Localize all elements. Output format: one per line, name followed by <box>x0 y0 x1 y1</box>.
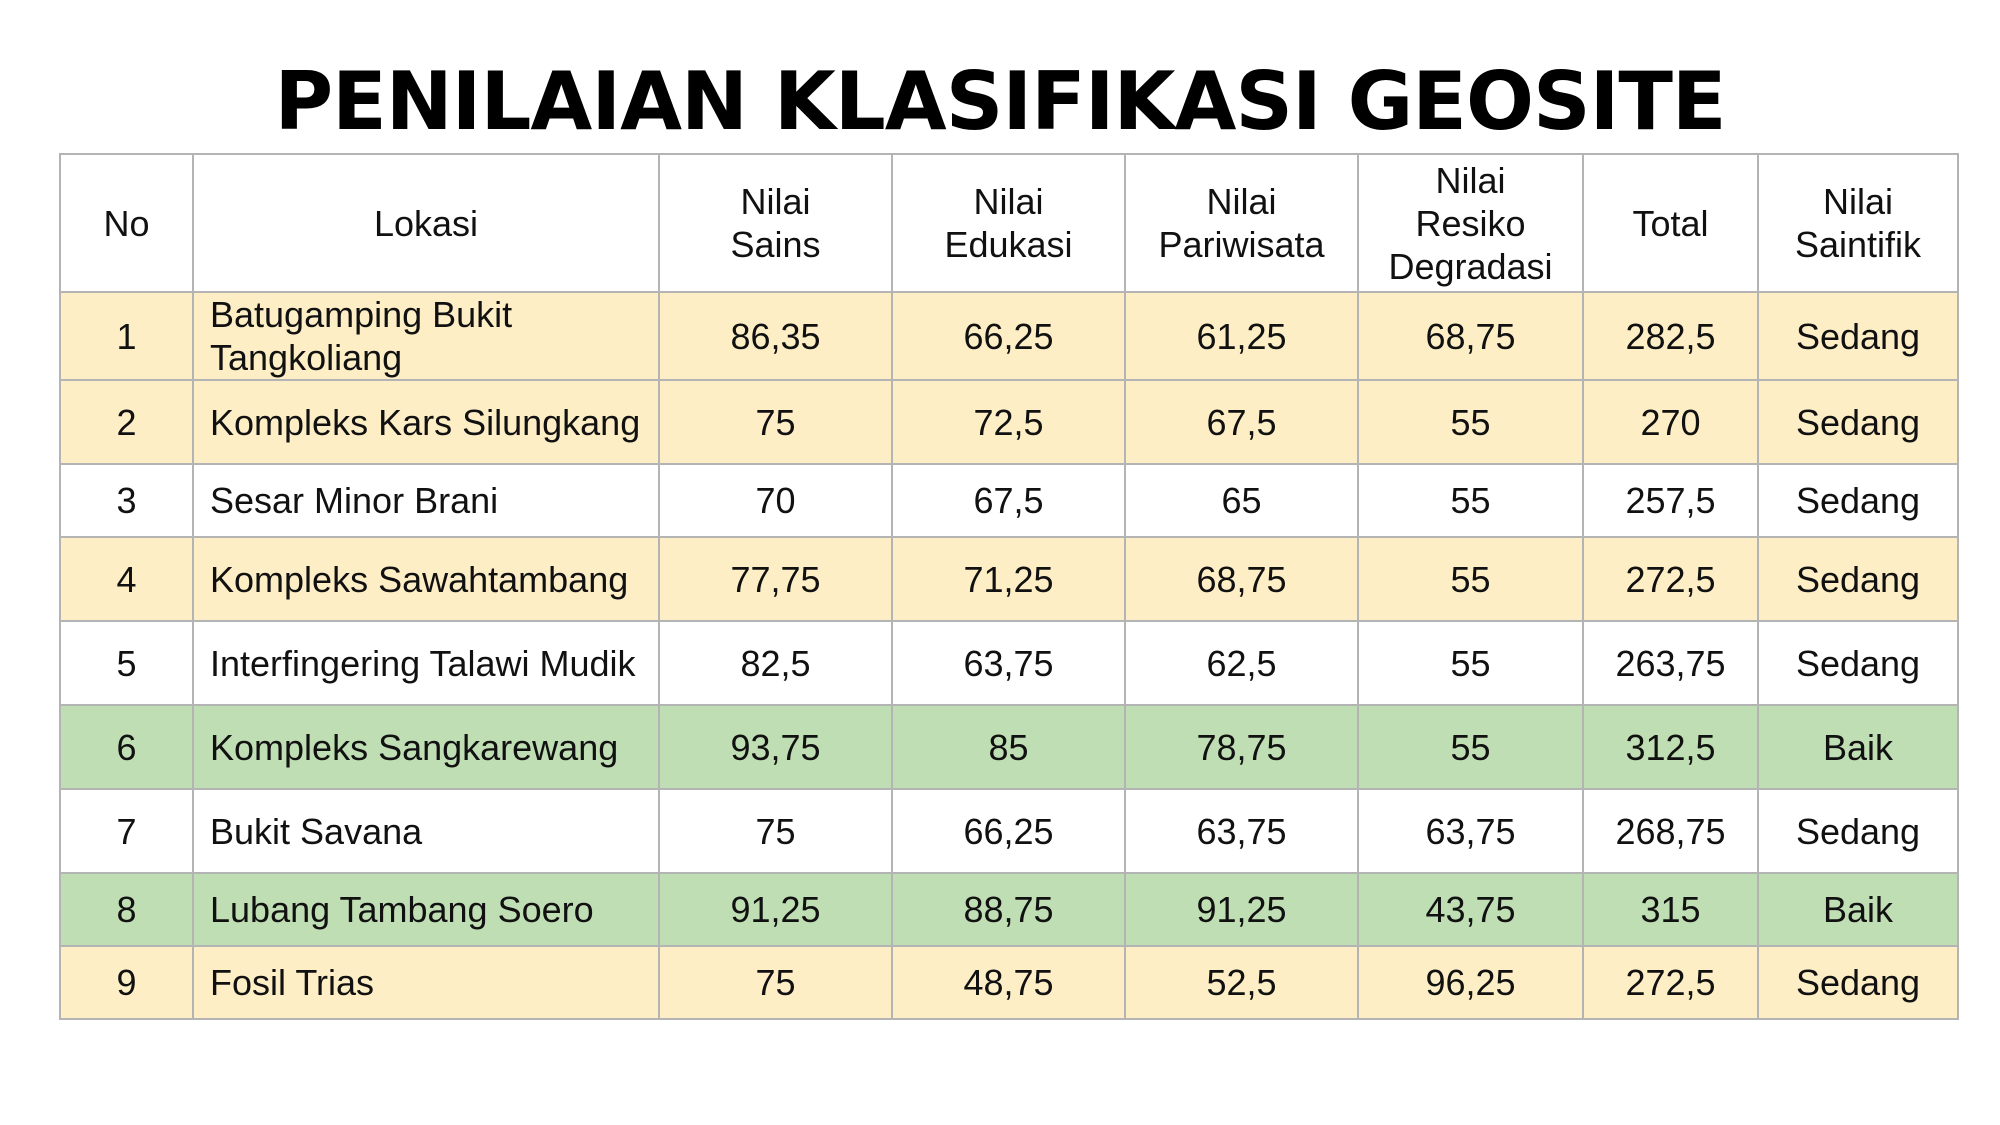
cell-total: 282,5 <box>1582 291 1759 381</box>
cell-total: 270 <box>1582 379 1759 465</box>
cell-nilai-sains: 70 <box>658 463 893 538</box>
cell-total: 272,5 <box>1582 945 1759 1020</box>
cell-nilai-pariwisata: 65 <box>1124 463 1359 538</box>
cell-nilai-pariwisata: 78,75 <box>1124 704 1359 790</box>
cell-no: 9 <box>59 945 194 1020</box>
table-body: 1 Batugamping Bukit Tangkoliang 86,35 66,25… <box>59 291 1959 1020</box>
cell-lokasi: Kompleks Sangkarewang <box>192 704 660 790</box>
header-no: No <box>59 153 194 293</box>
cell-nilai-edukasi: 67,5 <box>891 463 1126 538</box>
header-nilai-sains: Nilai Sains <box>658 153 893 293</box>
cell-nilai-saintifik: Sedang <box>1757 788 1959 874</box>
cell-nilai-edukasi: 66,25 <box>891 291 1126 381</box>
table-row: 3 Sesar Minor Brani 70 67,5 65 55 257,5 Sedang <box>59 463 1959 538</box>
cell-lokasi: Interfingering Talawi Mudik <box>192 620 660 706</box>
cell-nilai-sains: 91,25 <box>658 872 893 947</box>
cell-total: 263,75 <box>1582 620 1759 706</box>
table-header-row: No Lokasi Nilai Sains Nilai Edukasi Nilai P… <box>59 153 1959 293</box>
cell-total: 268,75 <box>1582 788 1759 874</box>
cell-nilai-resiko-degradasi: 55 <box>1357 379 1584 465</box>
cell-nilai-saintifik: Sedang <box>1757 291 1959 381</box>
cell-total: 312,5 <box>1582 704 1759 790</box>
cell-nilai-resiko-degradasi: 43,75 <box>1357 872 1584 947</box>
cell-lokasi: Kompleks Kars Silungkang <box>192 379 660 465</box>
cell-nilai-saintifik: Sedang <box>1757 463 1959 538</box>
cell-no: 2 <box>59 379 194 465</box>
cell-nilai-sains: 75 <box>658 379 893 465</box>
cell-nilai-pariwisata: 67,5 <box>1124 379 1359 465</box>
cell-nilai-edukasi: 88,75 <box>891 872 1126 947</box>
header-total: Total <box>1582 153 1759 293</box>
cell-no: 4 <box>59 536 194 622</box>
table-row: 1 Batugamping Bukit Tangkoliang 86,35 66,25… <box>59 291 1959 381</box>
cell-nilai-sains: 75 <box>658 788 893 874</box>
cell-lokasi: Fosil Trias <box>192 945 660 1020</box>
cell-total: 272,5 <box>1582 536 1759 622</box>
cell-nilai-sains: 86,35 <box>658 291 893 381</box>
table-row: 8 Lubang Tambang Soero 91,25 88,75 91,25 43,7… <box>59 872 1959 947</box>
cell-nilai-edukasi: 48,75 <box>891 945 1126 1020</box>
cell-nilai-saintifik: Sedang <box>1757 536 1959 622</box>
header-nilai-resiko-degradasi: Nilai Resiko Degradasi <box>1357 153 1584 293</box>
cell-nilai-edukasi: 71,25 <box>891 536 1126 622</box>
cell-nilai-saintifik: Baik <box>1757 704 1959 790</box>
cell-nilai-pariwisata: 63,75 <box>1124 788 1359 874</box>
cell-no: 1 <box>59 291 194 381</box>
cell-lokasi: Kompleks Sawahtambang <box>192 536 660 622</box>
cell-nilai-sains: 93,75 <box>658 704 893 790</box>
cell-nilai-pariwisata: 52,5 <box>1124 945 1359 1020</box>
page-title: PENILAIAN KLASIFIKASI GEOSITE <box>274 55 1726 148</box>
cell-nilai-saintifik: Sedang <box>1757 379 1959 465</box>
table-row: 6 Kompleks Sangkarewang 93,75 85 78,75 55 312,… <box>59 704 1959 790</box>
cell-no: 6 <box>59 704 194 790</box>
cell-nilai-edukasi: 72,5 <box>891 379 1126 465</box>
cell-nilai-saintifik: Sedang <box>1757 945 1959 1020</box>
geosite-table: No Lokasi Nilai Sains Nilai Edukasi Nilai P… <box>59 153 1959 1020</box>
cell-no: 3 <box>59 463 194 538</box>
cell-nilai-pariwisata: 68,75 <box>1124 536 1359 622</box>
cell-nilai-edukasi: 63,75 <box>891 620 1126 706</box>
table-row: 9 Fosil Trias 75 48,75 52,5 96,25 272,5 Sedang <box>59 945 1959 1020</box>
cell-lokasi: Batugamping Bukit Tangkoliang <box>192 291 660 381</box>
table-row: 4 Kompleks Sawahtambang 77,75 71,25 68,75 55 2… <box>59 536 1959 622</box>
cell-nilai-saintifik: Baik <box>1757 872 1959 947</box>
cell-no: 7 <box>59 788 194 874</box>
cell-no: 5 <box>59 620 194 706</box>
cell-nilai-pariwisata: 61,25 <box>1124 291 1359 381</box>
cell-nilai-resiko-degradasi: 68,75 <box>1357 291 1584 381</box>
cell-total: 315 <box>1582 872 1759 947</box>
cell-lokasi: Lubang Tambang Soero <box>192 872 660 947</box>
cell-nilai-resiko-degradasi: 63,75 <box>1357 788 1584 874</box>
cell-nilai-pariwisata: 91,25 <box>1124 872 1359 947</box>
cell-total: 257,5 <box>1582 463 1759 538</box>
header-nilai-pariwisata: Nilai Pariwisata <box>1124 153 1359 293</box>
header-nilai-edukasi: Nilai Edukasi <box>891 153 1126 293</box>
cell-nilai-resiko-degradasi: 55 <box>1357 536 1584 622</box>
cell-nilai-sains: 82,5 <box>658 620 893 706</box>
cell-no: 8 <box>59 872 194 947</box>
cell-lokasi: Bukit Savana <box>192 788 660 874</box>
cell-nilai-resiko-degradasi: 96,25 <box>1357 945 1584 1020</box>
table-row: 2 Kompleks Kars Silungkang 75 72,5 67,5 55 270… <box>59 379 1959 465</box>
table-row: 5 Interfingering Talawi Mudik 82,5 63,75 62,… <box>59 620 1959 706</box>
header-nilai-saintifik: Nilai Saintifik <box>1757 153 1959 293</box>
header-lokasi: Lokasi <box>192 153 660 293</box>
cell-nilai-edukasi: 85 <box>891 704 1126 790</box>
cell-lokasi: Sesar Minor Brani <box>192 463 660 538</box>
table-row: 7 Bukit Savana 75 66,25 63,75 63,75 268,75 Seda… <box>59 788 1959 874</box>
cell-nilai-saintifik: Sedang <box>1757 620 1959 706</box>
cell-nilai-resiko-degradasi: 55 <box>1357 620 1584 706</box>
cell-nilai-sains: 77,75 <box>658 536 893 622</box>
cell-nilai-resiko-degradasi: 55 <box>1357 704 1584 790</box>
cell-nilai-sains: 75 <box>658 945 893 1020</box>
cell-nilai-pariwisata: 62,5 <box>1124 620 1359 706</box>
cell-nilai-edukasi: 66,25 <box>891 788 1126 874</box>
cell-nilai-resiko-degradasi: 55 <box>1357 463 1584 538</box>
